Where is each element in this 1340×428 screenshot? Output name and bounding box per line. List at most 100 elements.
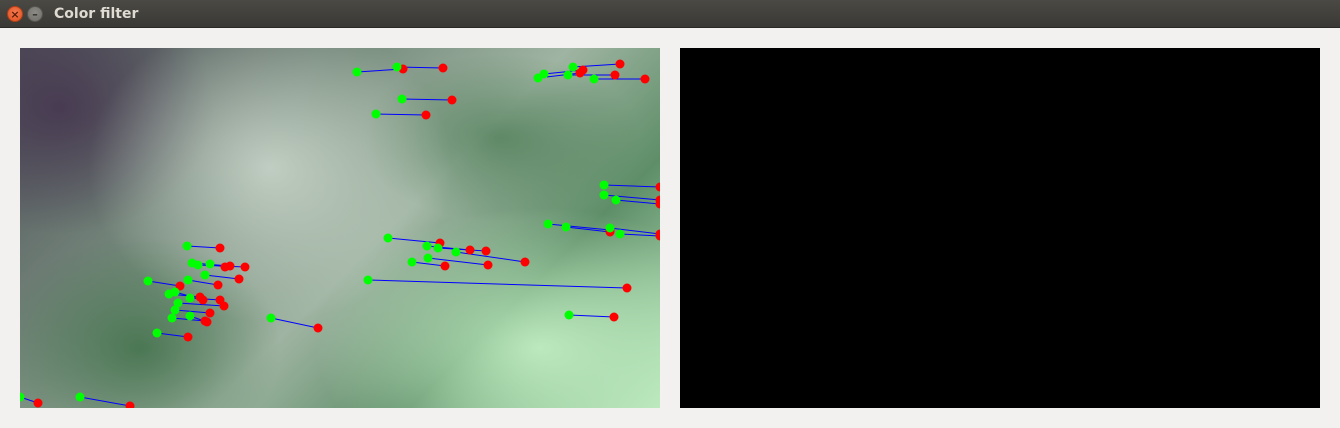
track-line [427, 257, 489, 266]
track-line [79, 396, 131, 407]
track-start-point [392, 62, 402, 72]
track-line [174, 309, 211, 314]
track-start-point [397, 94, 407, 104]
track-line [177, 302, 225, 307]
track-end-point [33, 398, 43, 408]
track-start-point [20, 392, 25, 402]
track-end-point [200, 316, 210, 326]
window-title: Color filter [54, 6, 139, 22]
track-start-point [422, 241, 432, 251]
track-end-point [440, 261, 450, 271]
track-start-point [615, 229, 625, 239]
track-start-point [564, 310, 574, 320]
track-line [367, 279, 628, 289]
close-icon: × [10, 8, 20, 21]
camera-view-with-tracks [20, 48, 660, 408]
track-line [156, 332, 189, 338]
track-line [186, 245, 221, 249]
track-start-point [563, 70, 573, 80]
track-start-point [539, 69, 549, 79]
track-end-point [205, 308, 215, 318]
minimize-icon: – [32, 8, 38, 21]
track-start-point [363, 275, 373, 285]
track-start-point [200, 270, 210, 280]
track-line [387, 237, 441, 244]
track-line [187, 279, 219, 286]
track-end-point [240, 262, 250, 272]
track-line [572, 63, 621, 68]
track-start-point [605, 223, 615, 233]
track-start-point [266, 313, 276, 323]
track-start-point [75, 392, 85, 402]
track-end-point [219, 301, 229, 311]
track-end-point [465, 245, 475, 255]
track-start-point [173, 298, 183, 308]
track-line [401, 98, 453, 101]
optical-flow-overlay [20, 59, 660, 408]
minimize-button[interactable]: – [27, 6, 43, 22]
track-end-point [610, 70, 620, 80]
track-line [565, 226, 611, 233]
track-start-point [170, 305, 180, 315]
track-start-point [193, 260, 203, 270]
track-end-point [655, 182, 660, 192]
track-start-point [183, 275, 193, 285]
track-end-point [175, 281, 185, 291]
track-end-point [481, 246, 491, 256]
track-end-point [220, 262, 230, 272]
track-end-point [615, 59, 625, 69]
track-end-point [313, 323, 323, 333]
track-line [375, 113, 427, 116]
track-line [609, 227, 660, 235]
track-line [619, 233, 660, 237]
track-end-point [640, 74, 650, 84]
track-end-point [213, 280, 223, 290]
track-end-point [195, 292, 205, 302]
track-end-point [183, 332, 193, 342]
close-button[interactable]: × [7, 6, 23, 22]
track-line [411, 261, 446, 267]
track-start-point [611, 195, 621, 205]
title-bar: × – Color filter [0, 0, 1340, 28]
track-end-point [609, 312, 619, 322]
track-line [455, 251, 526, 263]
track-end-point [483, 260, 493, 270]
track-end-point [421, 110, 431, 120]
track-line [147, 280, 181, 287]
track-start-point [205, 259, 215, 269]
track-start-point [599, 180, 609, 190]
track-line [603, 184, 660, 188]
track-end-point [215, 243, 225, 253]
track-start-point [407, 257, 417, 267]
filtered-mask-view [680, 48, 1320, 408]
track-line [204, 274, 240, 280]
track-end-point [234, 274, 244, 284]
track-line [615, 199, 660, 205]
track-start-point [561, 222, 571, 232]
track-start-point [568, 62, 578, 72]
track-start-point [383, 233, 393, 243]
track-start-point [543, 219, 553, 229]
track-line [568, 314, 615, 318]
track-start-point [433, 243, 443, 253]
track-end-point [520, 257, 530, 267]
track-start-point [167, 313, 177, 323]
track-end-point [447, 95, 457, 105]
track-start-point [164, 289, 174, 299]
track-end-point [578, 65, 588, 75]
track-end-point [438, 63, 448, 73]
track-line [270, 317, 319, 329]
track-line [547, 223, 611, 231]
track-end-point [655, 199, 660, 209]
track-start-point [185, 293, 195, 303]
track-start-point [185, 311, 195, 321]
track-line [603, 194, 660, 201]
track-start-point [352, 67, 362, 77]
track-start-point [451, 247, 461, 257]
track-start-point [143, 276, 153, 286]
track-start-point [182, 241, 192, 251]
track-end-point [622, 283, 632, 293]
track-start-point [589, 74, 599, 84]
track-start-point [371, 109, 381, 119]
track-end-point [655, 231, 660, 241]
